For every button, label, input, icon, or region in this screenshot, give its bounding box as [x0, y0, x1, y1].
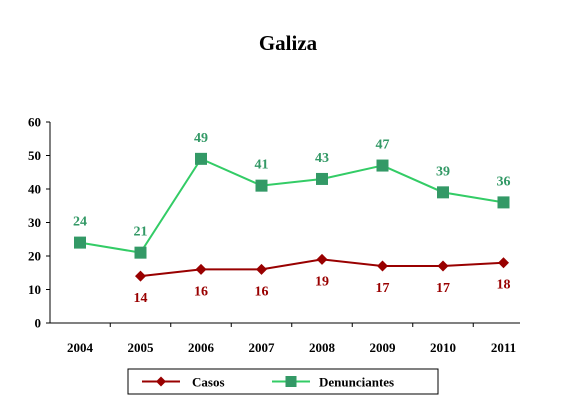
data-labels: 14 16 16 19 17 17 18 24 21 49 41 43 47 39 36	[73, 131, 511, 306]
denunciantes-marker	[255, 179, 268, 192]
x-tick-label: 2007	[249, 340, 276, 355]
denunciantes-data-label: 47	[376, 138, 390, 153]
legend-casos-marker	[156, 376, 166, 387]
denunciantes-data-label: 39	[436, 164, 450, 179]
y-tick-label: 20	[28, 249, 41, 264]
casos-data-label: 18	[497, 278, 511, 293]
denunciantes-marker	[195, 152, 207, 165]
casos-data-label: 19	[315, 274, 329, 289]
y-tick-label: 40	[28, 182, 41, 197]
casos-marker	[316, 253, 328, 265]
y-tick-label: 50	[28, 148, 41, 163]
x-tick-label: 2004	[67, 340, 94, 355]
casos-marker	[377, 260, 388, 272]
legend-denunciantes-marker	[285, 376, 297, 387]
denunciantes-data-label: 43	[315, 151, 329, 166]
denunciantes-marker	[497, 196, 510, 209]
casos-data-label: 17	[376, 281, 390, 296]
casos-marker	[135, 270, 146, 282]
denunciantes-marker	[134, 246, 147, 259]
casos-marker	[437, 260, 449, 272]
denunciantes-marker	[316, 172, 328, 185]
denunciantes-marker	[437, 186, 449, 199]
y-tick-label: 0	[35, 316, 42, 331]
legend: Casos Denunciantes	[127, 368, 439, 395]
x-tick-label: 2009	[370, 340, 397, 355]
casos-data-label: 16	[255, 284, 269, 299]
y-tick-label: 30	[28, 215, 41, 230]
x-tick-label: 2008	[309, 340, 336, 355]
x-tick-label: 2011	[491, 340, 516, 355]
casos-marker	[256, 263, 267, 275]
casos-marker	[195, 263, 207, 275]
y-tick-label: 10	[28, 282, 41, 297]
denunciantes-data-label: 49	[194, 131, 208, 146]
x-tick-label: 2010	[430, 340, 456, 355]
casos-marker	[498, 257, 509, 269]
denunciantes-data-label: 21	[134, 225, 148, 240]
denunciantes-marker	[74, 236, 86, 249]
casos-data-label: 16	[194, 284, 208, 299]
denunciantes-line	[79, 157, 504, 254]
series-markers	[74, 152, 510, 282]
denunciantes-marker	[376, 159, 389, 172]
legend-denunciantes-label: Denunciantes	[319, 375, 394, 390]
x-tick-label: 2006	[188, 340, 215, 355]
chart-title: Galiza	[259, 31, 318, 55]
y-tick-label: 60	[28, 115, 41, 130]
legend-casos-label: Casos	[192, 375, 225, 390]
casos-data-label: 17	[436, 281, 450, 296]
axes: 0 10 20 30 40 50 60 2004 2005 2006 2007 2008 2009 201…	[28, 115, 520, 355]
casos-data-label: 14	[134, 291, 148, 306]
x-tick-label: 2005	[128, 340, 155, 355]
denunciantes-data-label: 24	[73, 215, 87, 230]
denunciantes-data-label: 41	[255, 158, 269, 173]
denunciantes-data-label: 36	[497, 174, 511, 189]
